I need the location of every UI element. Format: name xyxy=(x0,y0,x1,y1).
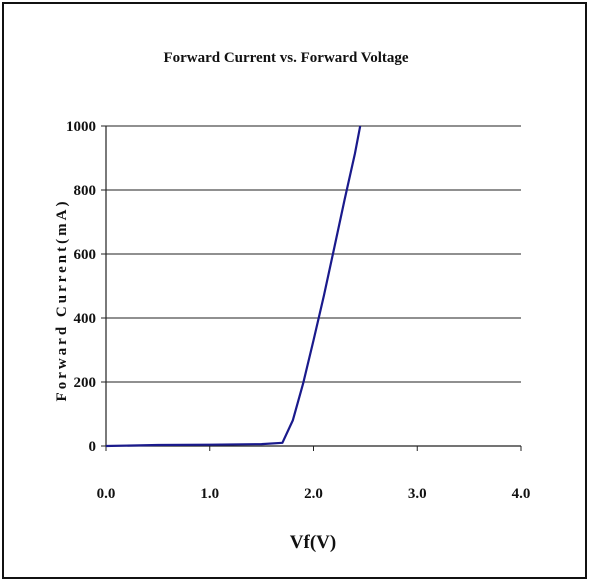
x-tick-label-0.0: 0.0 xyxy=(97,486,116,502)
y-tick-label-0: 0 xyxy=(89,439,97,455)
x-tick-label-2.0: 2.0 xyxy=(304,486,323,502)
y-tick-labels: 0 200 400 600 800 1000 xyxy=(66,119,96,455)
axes xyxy=(101,125,522,451)
grid-lines xyxy=(106,125,521,383)
chart-frame xyxy=(2,2,587,579)
x-axis-label: Vf(V) xyxy=(290,532,336,553)
y-tick-label-600: 600 xyxy=(74,247,97,263)
x-tick-label-1.0: 1.0 xyxy=(200,486,219,502)
series-line-0 xyxy=(105,125,362,448)
x-tick-label-4.0: 4.0 xyxy=(512,486,531,502)
series-group xyxy=(105,125,362,448)
y-tick-label-400: 400 xyxy=(74,311,97,327)
y-tick-label-1000: 1000 xyxy=(66,119,96,135)
y-axis-label: Forward Current(mA) xyxy=(54,199,70,402)
x-tick-labels: 0.0 1.0 2.0 3.0 4.0 xyxy=(97,486,531,502)
y-tick-label-800: 800 xyxy=(74,183,97,199)
y-tick-label-200: 200 xyxy=(74,375,97,391)
x-tick-label-3.0: 3.0 xyxy=(408,486,427,502)
chart-title: Forward Current vs. Forward Voltage xyxy=(163,50,408,66)
